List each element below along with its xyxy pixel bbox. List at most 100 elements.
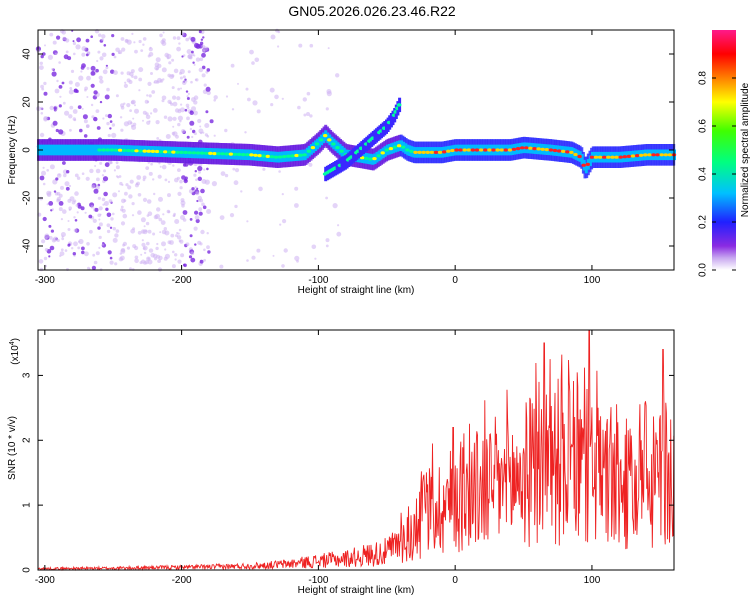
spectrogram-noise-point — [122, 213, 128, 219]
spectrogram-noise-point — [209, 119, 214, 124]
spectrogram-noise-point — [201, 202, 205, 207]
spectrogram-ridge-core — [610, 155, 615, 159]
spectrogram-noise-point — [78, 238, 84, 245]
spectrogram-noise-point — [179, 186, 183, 190]
spectrogram-noise-point — [53, 190, 57, 193]
spectrogram-ridge-core — [384, 148, 389, 152]
spectrogram-noise-point — [108, 199, 113, 204]
spectrogram-noise-point — [101, 197, 106, 202]
spectrogram-noise-point — [106, 212, 112, 218]
spectrogram-noise-point — [206, 209, 212, 214]
spectrogram-noise-point — [71, 200, 76, 205]
spectrogram-noise-point — [124, 191, 128, 196]
spectrogram-noise-point — [120, 205, 124, 209]
spectrogram-ridge-band — [330, 136, 334, 148]
spectrogram-noise-point — [136, 181, 141, 186]
spectrogram-noise-point — [142, 43, 145, 46]
spectrogram-noise-point — [110, 217, 114, 221]
spectrogram-noise-point — [95, 68, 99, 73]
spectrogram-noise-point — [181, 55, 184, 58]
spectrogram-noise-point — [105, 64, 108, 67]
snr-y-scale-text: (x104) — [9, 338, 21, 365]
spectrogram-noise-point — [120, 37, 125, 41]
spectrogram-noise-point — [74, 191, 79, 196]
spectrogram-noise-point — [199, 242, 203, 246]
spectrogram-noise-point — [63, 54, 69, 60]
spectrogram-noise-point — [43, 81, 47, 86]
spectrogram-noise-point — [156, 242, 159, 246]
spectrogram-noise-point — [144, 260, 149, 265]
spectrogram-noise-point — [244, 131, 247, 134]
spectrogram-noise-point — [46, 203, 49, 206]
spectrogram-noise-point — [174, 219, 180, 224]
spectrogram-noise-point — [190, 251, 195, 256]
spectrogram-noise-point — [67, 243, 71, 247]
spectrogram-noise-point — [203, 248, 206, 252]
spectrogram-ridge-core — [569, 150, 574, 154]
spectrogram-ridge-band — [309, 144, 313, 155]
spectrogram-ridge-core — [138, 149, 143, 153]
spectrogram-ridge-core — [388, 147, 394, 151]
spectrogram-noise-point — [161, 229, 167, 235]
spectrogram-ridge-core — [130, 149, 135, 153]
spectrogram-noise-point — [119, 181, 123, 186]
spectrogram-noise-point — [172, 125, 175, 128]
spectrogram-ridge-core — [581, 163, 586, 167]
spectrogram-noise-point — [161, 99, 165, 103]
spectrogram-noise-point — [167, 116, 173, 122]
y-tick-label: 3 — [22, 372, 33, 378]
spectrogram-noise-point — [164, 248, 167, 251]
spectrogram-branch-halo — [375, 128, 379, 143]
spectrogram-noise-point — [230, 63, 235, 68]
spectrogram-noise-point — [54, 52, 58, 56]
spectrogram-ridge-core — [277, 155, 283, 159]
spectrogram-noise-point — [136, 175, 142, 180]
spectrogram-noise-point — [192, 61, 195, 64]
spectrogram-ridge-core — [429, 150, 435, 154]
spectrogram-ridge-core — [372, 157, 377, 161]
spectrogram-noise-point — [142, 175, 147, 180]
spectrogram-noise-point — [281, 97, 284, 100]
spectrogram-noise-point — [142, 197, 148, 202]
spectrogram-ridge-core — [437, 150, 443, 154]
spectrogram-noise-point — [191, 106, 196, 112]
spectrogram-noise-point — [109, 256, 113, 260]
spectrogram-noise-point — [114, 262, 118, 266]
x-tick-label: -100 — [308, 275, 328, 286]
spectrogram-noise-point — [66, 170, 70, 174]
spectrogram-noise-point — [189, 127, 193, 131]
spectrogram-noise-point — [90, 65, 96, 71]
spectrogram-noise-point — [163, 256, 168, 261]
spectrogram-noise-point — [163, 227, 167, 231]
spectrogram-ridge-core — [216, 152, 221, 156]
spectrogram-ridge-core — [204, 151, 209, 155]
spectrogram-ridge-core — [491, 148, 496, 152]
spectrogram-noise-point — [75, 203, 79, 207]
spectrogram-noise-point — [42, 216, 47, 222]
spectrogram-noise-point — [191, 50, 194, 54]
spectrogram-noise-point — [118, 50, 123, 55]
spectrogram-noise-point — [232, 167, 236, 171]
spectrogram-noise-point — [128, 194, 133, 199]
spectrogram-noise-point — [39, 65, 44, 70]
spectrogram-noise-point — [60, 185, 64, 190]
spectrogram-ridge-core — [220, 152, 225, 156]
spectrogram-noise-point — [73, 241, 78, 247]
snr-y-ticks: 0 1 2 3 — [22, 372, 674, 573]
spectrogram-noise-point — [134, 49, 138, 54]
spectrogram-noise-point — [159, 79, 164, 83]
spectrogram-noise-point — [60, 218, 64, 221]
spectrogram-noise-point — [109, 260, 114, 265]
spectrogram-noise-point — [127, 185, 132, 190]
spectrogram-noise-point — [219, 215, 225, 221]
spectrogram-noise-point — [111, 52, 115, 57]
spectrogram-noise-point — [296, 259, 299, 263]
spectrogram-noise-point — [89, 229, 93, 234]
spectrogram-noise-point — [99, 56, 104, 61]
spectrogram-noise-point — [68, 80, 73, 85]
spectrogram-noise-point — [159, 165, 162, 168]
spectrogram-ridge-core — [614, 155, 619, 159]
spectrogram-noise-point — [199, 131, 203, 135]
spectrogram-ridge-band — [305, 147, 309, 159]
spectrogram-noise-point — [145, 112, 149, 116]
